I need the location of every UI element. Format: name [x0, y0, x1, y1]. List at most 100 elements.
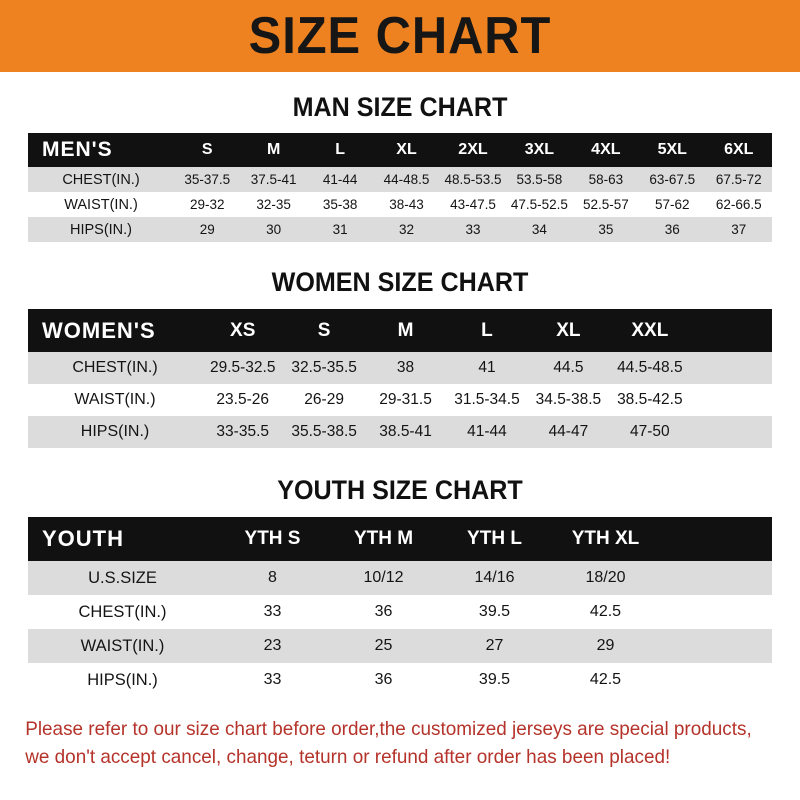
column-header: YTH M — [353, 528, 414, 549]
table-cell: 35-37.5 — [184, 172, 231, 187]
table-cell: 29-32 — [189, 197, 225, 212]
row-label: HIPS(IN.) — [69, 221, 133, 238]
table-row: CHEST(IN.) 33 36 39.5 42.5 — [28, 595, 772, 629]
table-cell: 29.5-32.5 — [209, 359, 276, 376]
column-header: 5XL — [657, 141, 687, 158]
man-size-table-wrapper: MEN'S S M L XL 2XL 3XL 4XL 5XL 6XL CHEST(IN.) 35-37… — [28, 133, 772, 242]
table-cell: 34 — [531, 222, 547, 237]
man-section-title: MAN SIZE CHART — [292, 92, 508, 122]
table-row: WAIST(IN.) 29-32 32-35 35-38 38-43 43-47.5 47.… — [28, 192, 772, 217]
table-cell: 63-67.5 — [649, 172, 696, 187]
table-cell: 23 — [263, 637, 282, 654]
column-header: S — [201, 141, 213, 158]
row-label: U.S.SIZE — [88, 568, 157, 587]
table-header-row: WOMEN'S XS S M L XL XXL — [28, 309, 772, 352]
table-row: CHEST(IN.) 29.5-32.5 32.5-35.5 38 41 44.5 44.5… — [28, 352, 772, 384]
column-header: M — [266, 141, 281, 158]
table-cell: 41 — [478, 359, 496, 376]
table-row: WAIST(IN.) 23.5-26 26-29 29-31.5 31.5-34.5 34… — [28, 384, 772, 416]
table-cell: 27 — [485, 637, 504, 654]
table-cell: 57-62 — [655, 197, 690, 212]
table-header-row: MEN'S S M L XL 2XL 3XL 4XL 5XL 6XL — [28, 133, 772, 167]
table-cell: 38.5-41 — [379, 423, 432, 440]
table-cell: 29 — [199, 222, 215, 237]
column-header: YTH L — [467, 528, 522, 549]
table-cell: 35.5-38.5 — [291, 423, 357, 440]
column-header: L — [481, 319, 493, 341]
table-cell: 37.5-41 — [250, 172, 297, 187]
table-cell: 31 — [332, 222, 348, 237]
table-header-row: YOUTH YTH S YTH M YTH L YTH XL — [28, 517, 772, 561]
table-corner-label: WOMEN'S — [42, 317, 156, 343]
table-cell: 14/16 — [474, 569, 515, 586]
table-cell: 29 — [596, 637, 615, 654]
women-section-title: WOMEN SIZE CHART — [271, 267, 529, 297]
table-cell: 38.5-42.5 — [617, 391, 683, 408]
row-label: WAIST(IN.) — [64, 196, 138, 213]
man-table-body: MEN'S S M L XL 2XL 3XL 4XL 5XL 6XL CHEST(IN.) 35-37… — [28, 133, 772, 242]
table-cell: 62-66.5 — [715, 197, 762, 212]
table-cell — [661, 561, 772, 595]
table-cell: 8 — [268, 569, 277, 586]
column-header: XL — [396, 141, 417, 158]
table-cell: 35-38 — [322, 197, 358, 212]
table-cell: 35 — [598, 222, 614, 237]
column-header — [691, 309, 772, 352]
table-row: HIPS(IN.) 33 36 39.5 42.5 — [28, 663, 772, 697]
table-cell: 26-29 — [304, 391, 344, 408]
order-policy-note-line1: Please refer to our size chart before or… — [25, 718, 752, 740]
table-row: WAIST(IN.) 23 25 27 29 — [28, 629, 772, 663]
column-header: YTH S — [244, 528, 301, 549]
table-cell: 39.5 — [478, 603, 511, 620]
column-header — [661, 517, 772, 561]
column-header: XL — [556, 319, 581, 341]
table-cell: 38 — [396, 359, 415, 376]
table-cell: 58-63 — [588, 172, 624, 187]
table-cell: 38-43 — [389, 197, 424, 212]
column-header: S — [317, 319, 331, 341]
table-cell: 32 — [399, 222, 415, 237]
youth-table-body: YOUTH YTH S YTH M YTH L YTH XL U.S.SIZE 8 10/12… — [28, 517, 772, 697]
table-cell: 44.5-48.5 — [617, 359, 683, 376]
row-label: WAIST(IN.) — [74, 391, 156, 408]
table-cell: 37 — [731, 222, 747, 237]
table-cell: 41-44 — [322, 172, 358, 187]
table-cell: 30 — [266, 222, 282, 237]
table-cell — [661, 629, 772, 663]
banner: SIZE CHART — [0, 0, 800, 72]
table-cell: 42.5 — [589, 603, 622, 620]
table-cell: 10/12 — [363, 569, 404, 586]
youth-section-title: YOUTH SIZE CHART — [277, 475, 523, 505]
women-size-table-wrapper: WOMEN'S XS S M L XL XXL CHEST(IN.) 29.5-32.5 32.5… — [28, 309, 772, 448]
row-label: CHEST(IN.) — [62, 171, 140, 188]
table-cell: 36 — [664, 222, 680, 237]
table-cell: 33-35.5 — [216, 423, 269, 440]
table-cell — [691, 384, 772, 416]
youth-size-table: YOUTH YTH S YTH M YTH L YTH XL U.S.SIZE 8 10/12… — [28, 517, 772, 697]
table-cell: 53.5-58 — [516, 172, 563, 187]
order-policy-note: Please refer to our size chart before or… — [0, 715, 776, 772]
table-cell: 34.5-38.5 — [535, 391, 602, 408]
table-cell: 43-47.5 — [450, 197, 496, 212]
table-cell: 47.5-52.5 — [510, 197, 568, 212]
youth-size-table-wrapper: YOUTH YTH S YTH M YTH L YTH XL U.S.SIZE 8 10/12… — [28, 517, 772, 697]
table-corner-label: YOUTH — [42, 526, 124, 551]
table-cell: 44-48.5 — [383, 172, 430, 187]
column-header: 6XL — [724, 141, 754, 158]
table-row: U.S.SIZE 8 10/12 14/16 18/20 — [28, 561, 772, 595]
women-table-body: WOMEN'S XS S M L XL XXL CHEST(IN.) 29.5-32.5 32.5… — [28, 309, 772, 448]
table-cell — [661, 595, 772, 629]
table-cell: 18/20 — [585, 569, 626, 586]
table-cell: 31.5-34.5 — [454, 391, 520, 408]
table-cell: 44.5 — [553, 359, 584, 376]
table-row: CHEST(IN.) 35-37.5 37.5-41 41-44 44-48.5 48.5… — [28, 167, 772, 192]
table-cell: 32-35 — [256, 197, 291, 212]
table-cell: 25 — [374, 637, 393, 654]
table-cell: 52.5-57 — [582, 197, 629, 212]
row-label: HIPS(IN.) — [80, 423, 150, 440]
table-cell: 33 — [465, 222, 481, 237]
table-cell: 47-50 — [629, 423, 670, 440]
column-header: XS — [230, 319, 256, 341]
table-cell: 42.5 — [589, 671, 622, 688]
table-cell — [691, 352, 772, 384]
